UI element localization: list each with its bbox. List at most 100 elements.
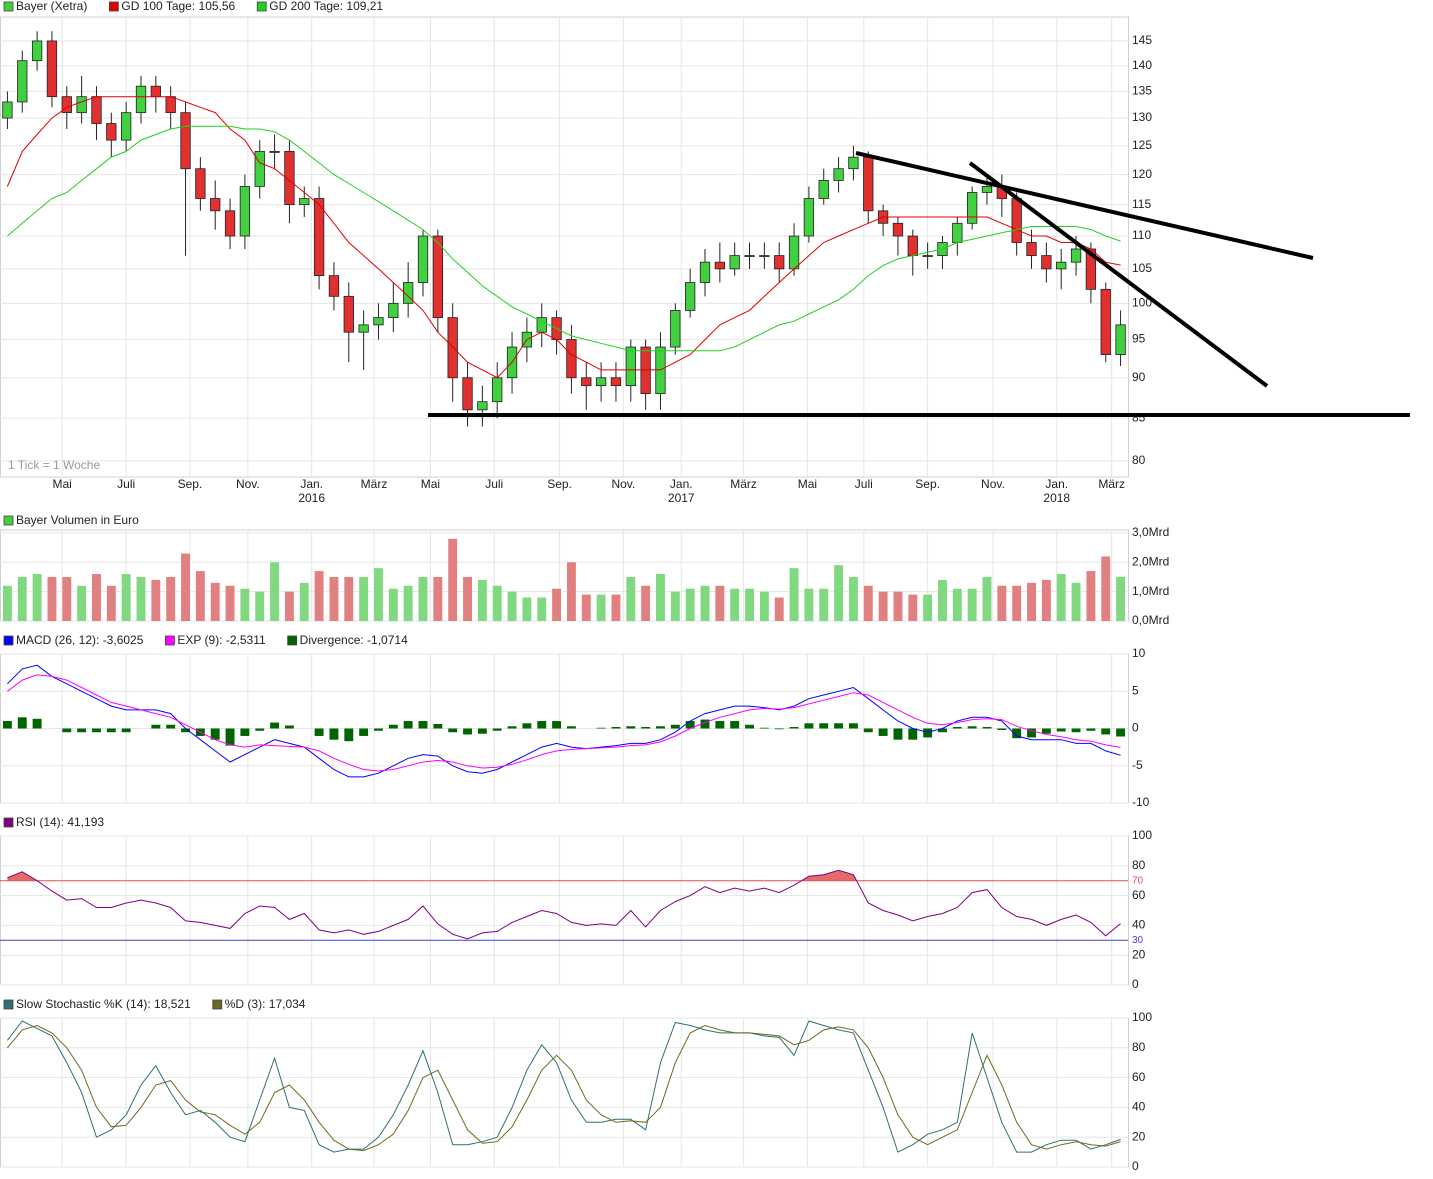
candle-body	[388, 302, 399, 319]
divergence-bar	[314, 728, 324, 736]
candle-body	[462, 377, 473, 411]
bar	[62, 576, 72, 621]
bar	[700, 585, 710, 621]
candle-body	[907, 235, 918, 256]
divergence-bar	[967, 726, 977, 729]
y-tick-label: 80	[1132, 858, 1146, 872]
bar	[1086, 571, 1096, 621]
candle-body	[195, 168, 206, 199]
trend-lines	[428, 151, 1410, 417]
candle-body	[254, 151, 265, 187]
candle-body	[729, 255, 740, 270]
line	[7, 1020, 1121, 1153]
candle-body	[788, 235, 800, 270]
legend-label: Divergence: -1,0714	[300, 633, 408, 647]
divergence-bar	[1012, 728, 1022, 739]
divergence-bar	[789, 727, 799, 729]
bar	[759, 591, 769, 621]
bar	[923, 594, 933, 621]
divergence-bar	[477, 728, 487, 734]
divergence-bar	[463, 728, 472, 735]
bar	[374, 568, 383, 621]
candle-body	[91, 96, 102, 124]
y-tick-label: 0	[1132, 1159, 1139, 1173]
divergence-bar	[804, 723, 814, 729]
candle-body	[373, 317, 384, 326]
x-tick-label: Nov.	[981, 477, 1005, 491]
year-label: 2016	[298, 491, 325, 505]
divergence-bar	[715, 721, 725, 729]
bar	[581, 594, 591, 621]
bar	[32, 574, 42, 621]
candle-body	[432, 235, 443, 319]
legend-label: Slow Stochastic %K (14): 18,521	[16, 997, 191, 1011]
divergence-bar	[151, 724, 161, 729]
candle-body	[714, 261, 725, 270]
year-label: 2017	[668, 491, 695, 505]
divergence-bar	[759, 727, 769, 729]
x-tick-label: Nov.	[611, 477, 635, 491]
bar	[136, 576, 146, 621]
divergence-bar	[923, 728, 933, 738]
candle-body	[1041, 255, 1052, 270]
divergence-bar	[670, 724, 680, 729]
bar	[344, 576, 354, 621]
legend-swatch	[3, 515, 14, 526]
y-tick-label: 5	[1132, 683, 1139, 697]
bar	[1012, 585, 1022, 621]
bar	[270, 562, 280, 621]
bar	[463, 576, 472, 621]
bar	[626, 576, 636, 621]
y-tick-label: 100	[1132, 828, 1152, 842]
x-tick-label: Nov.	[236, 477, 260, 491]
bar	[17, 576, 27, 621]
bar	[210, 582, 220, 621]
divergence-bar	[270, 722, 280, 729]
divergence-bar	[685, 721, 695, 729]
divergence-bar	[284, 725, 294, 729]
divergence-bar	[938, 728, 947, 733]
divergence-bar	[2, 721, 12, 729]
divergence-bar	[344, 728, 354, 742]
bar	[181, 553, 190, 621]
divergence-bar	[1027, 728, 1036, 738]
divergence-bar	[32, 718, 42, 729]
divergence-bar	[492, 728, 502, 731]
divergence-bar	[1101, 728, 1111, 735]
bar	[685, 588, 695, 621]
candle-body	[284, 151, 295, 206]
candle-body	[625, 346, 636, 387]
bar	[878, 591, 888, 621]
divergence-bar	[997, 728, 1007, 730]
candle-body	[121, 112, 132, 141]
bar	[314, 571, 324, 621]
x-tick-label: Juli	[117, 477, 135, 491]
divergence-bar	[893, 728, 903, 740]
y-tick-label: 60	[1132, 1070, 1146, 1084]
x-tick-label: Jan.	[1045, 477, 1068, 491]
y-tick-label: 0,0Mrd	[1132, 613, 1169, 627]
bar	[329, 576, 339, 621]
y-tick-label: 140	[1132, 58, 1152, 72]
panel	[0, 835, 1129, 986]
divergence-bar	[641, 727, 651, 729]
line	[6, 96, 1121, 379]
bar	[1041, 579, 1051, 621]
candle-body	[1115, 324, 1126, 355]
bar	[745, 588, 754, 621]
legend-swatch	[3, 999, 14, 1010]
legend-swatch	[287, 635, 298, 646]
bar	[195, 571, 205, 621]
candle-body	[759, 255, 770, 257]
y-tick-label: 125	[1132, 138, 1152, 152]
candle-body	[848, 156, 859, 170]
y-tick-label: 90	[1132, 370, 1146, 384]
divergence-bar	[656, 726, 665, 729]
candle-body	[1100, 288, 1111, 355]
y-tick-label: 85	[1132, 410, 1146, 424]
bar	[952, 588, 962, 621]
divergence-bar	[92, 728, 101, 733]
legend-swatch	[164, 635, 175, 646]
bar	[997, 585, 1007, 621]
